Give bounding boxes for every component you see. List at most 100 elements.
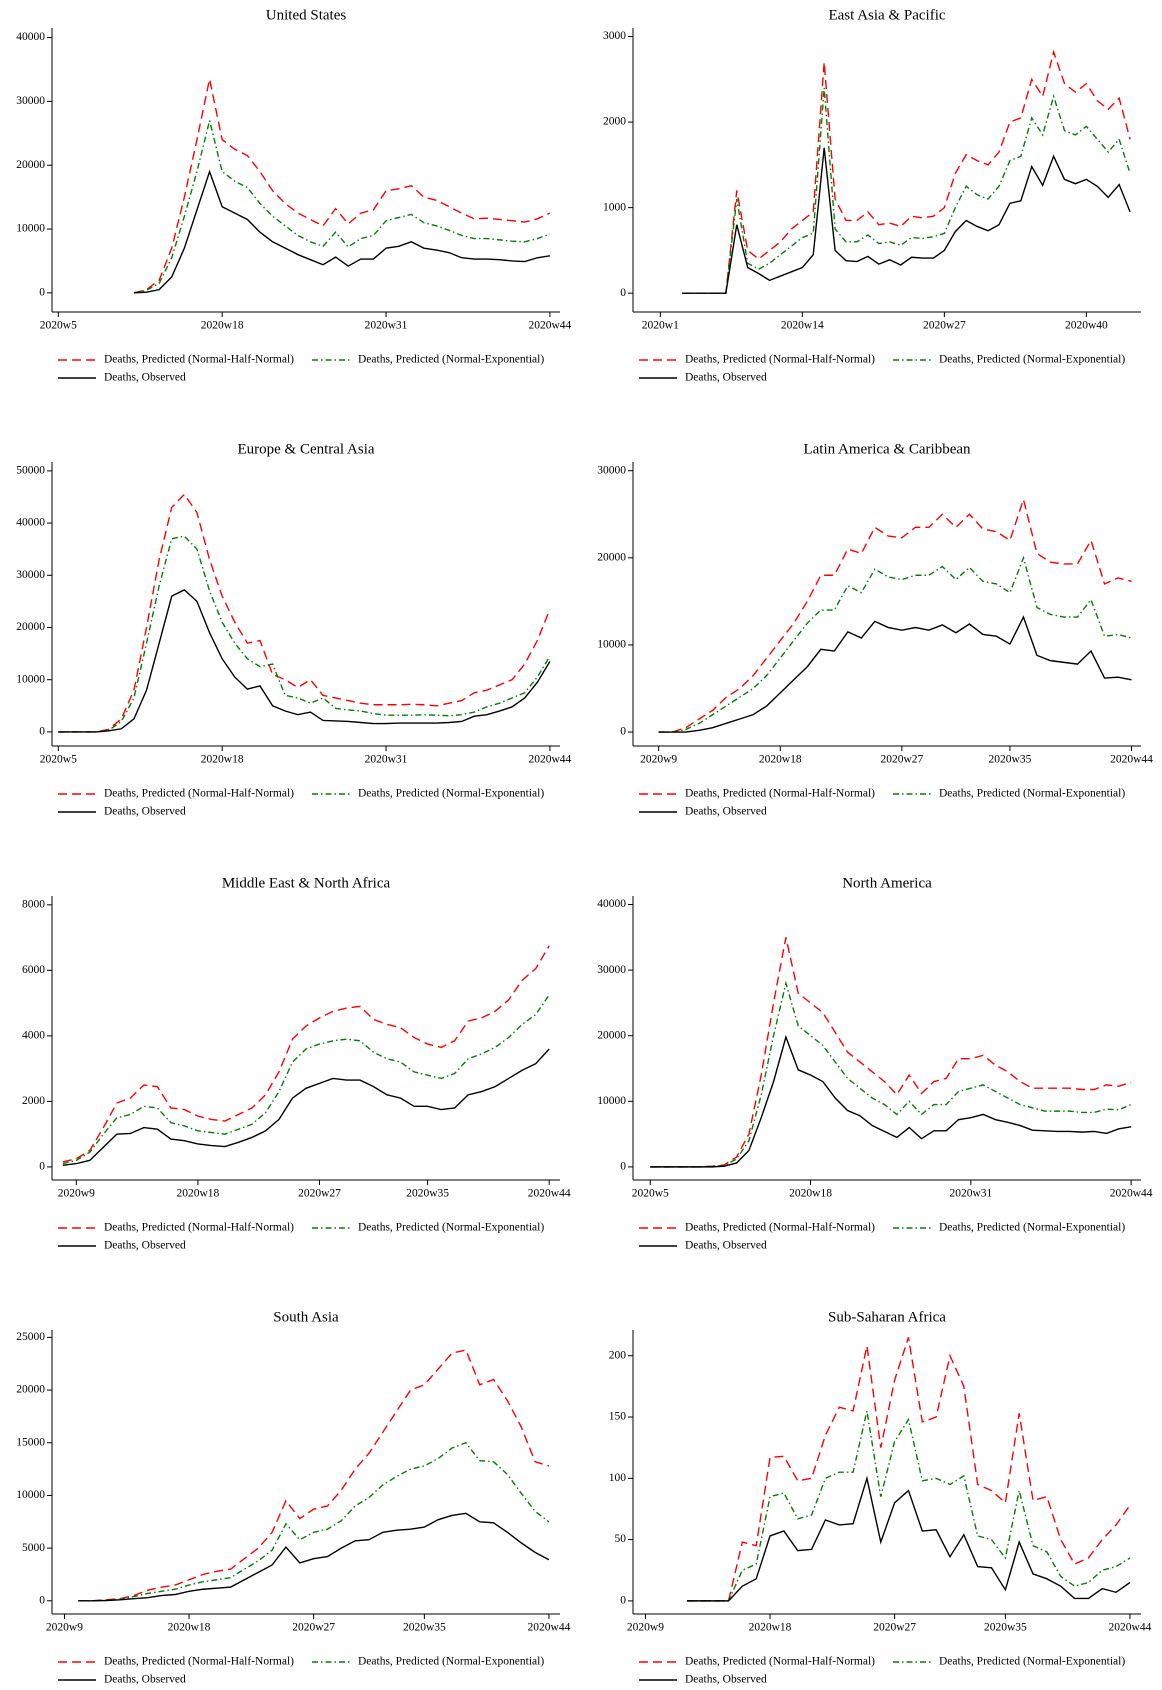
y-tick-label: 40000 — [597, 898, 626, 910]
legend-label: Deaths, Predicted (Normal-Half-Normal) — [685, 1222, 875, 1234]
y-tick-label: 0 — [620, 1595, 626, 1607]
x-tick-label: 2020w9 — [640, 754, 677, 766]
y-tick-label: 4000 — [22, 1030, 45, 1042]
x-tick-label: 2020w5 — [40, 754, 77, 766]
x-tick-label: 2020w18 — [177, 1188, 220, 1200]
x-tick-label: 2020w35 — [403, 1622, 446, 1634]
x-tick-label: 2020w35 — [984, 1622, 1027, 1634]
x-tick-label: 2020w18 — [168, 1622, 211, 1634]
legend-label: Deaths, Predicted (Normal-Exponential) — [358, 1222, 544, 1234]
legend-label: Deaths, Predicted (Normal-Half-Normal) — [685, 1656, 875, 1668]
y-tick-label: 40000 — [16, 517, 45, 529]
legend-label: Deaths, Predicted (Normal-Exponential) — [939, 1656, 1125, 1668]
series-line — [58, 535, 551, 733]
legend-label: Deaths, Observed — [685, 806, 767, 818]
y-tick-label: 3000 — [603, 30, 626, 42]
x-tick-label: 2020w44 — [529, 320, 572, 332]
x-tick-label: 2020w31 — [365, 320, 408, 332]
x-tick-label: 2020w44 — [528, 1622, 571, 1634]
x-tick-label: 2020w44 — [1110, 754, 1153, 766]
y-tick-label: 30000 — [16, 569, 45, 581]
x-tick-label: 2020w1 — [642, 320, 679, 332]
legend-label: Deaths, Observed — [104, 372, 186, 384]
legend-label: Deaths, Predicted (Normal-Half-Normal) — [104, 1222, 294, 1234]
y-tick-label: 20000 — [597, 1029, 626, 1041]
x-tick-label: 2020w18 — [201, 754, 244, 766]
y-tick-label: 6000 — [22, 964, 45, 976]
y-tick-label: 50000 — [16, 465, 45, 477]
series-line — [58, 493, 551, 733]
legend-label: Deaths, Predicted (Normal-Exponential) — [358, 1656, 544, 1668]
chart-panel: North America 0 10000 20000 30000 40000 2020w5… — [597, 875, 1153, 1251]
y-tick-label: 25000 — [16, 1331, 45, 1343]
legend-label: Deaths, Predicted (Normal-Half-Normal) — [104, 788, 294, 800]
legend-label: Deaths, Observed — [685, 1240, 767, 1252]
x-tick-label: 2020w35 — [989, 754, 1032, 766]
y-tick-label: 30000 — [16, 95, 45, 107]
series-line — [133, 120, 551, 294]
legend-label: Deaths, Predicted (Normal-Exponential) — [939, 788, 1125, 800]
legend-label: Deaths, Predicted (Normal-Half-Normal) — [104, 1656, 294, 1668]
legend-label: Deaths, Predicted (Normal-Exponential) — [358, 788, 544, 800]
x-tick-label: 2020w27 — [292, 1622, 335, 1634]
y-tick-label: 0 — [39, 726, 45, 738]
y-tick-label: 0 — [620, 726, 626, 738]
x-tick-label: 2020w18 — [759, 754, 802, 766]
y-tick-label: 100 — [609, 1472, 627, 1484]
series-line — [650, 980, 1132, 1168]
legend-label: Deaths, Observed — [104, 1240, 186, 1252]
y-tick-label: 0 — [39, 1594, 45, 1606]
x-tick-label: 2020w44 — [1110, 1188, 1153, 1200]
y-tick-label: 150 — [609, 1411, 627, 1423]
series-line — [658, 555, 1132, 733]
y-tick-label: 0 — [39, 1161, 45, 1173]
series-line — [78, 1441, 550, 1602]
y-tick-label: 20000 — [16, 159, 45, 171]
series-line — [133, 78, 551, 294]
chart-panel: Middle East & North Africa 0 2000 4000 6000 8… — [22, 875, 571, 1251]
legend-label: Deaths, Observed — [685, 1674, 767, 1686]
y-tick-label: 15000 — [16, 1436, 45, 1448]
series-line — [78, 1512, 550, 1602]
y-tick-label: 2000 — [603, 116, 626, 128]
x-tick-label: 2020w9 — [46, 1622, 83, 1634]
series-line — [62, 994, 550, 1165]
x-tick-label: 2020w9 — [58, 1188, 95, 1200]
y-tick-label: 5000 — [22, 1542, 45, 1554]
y-tick-label: 200 — [609, 1349, 627, 1361]
chart-title: East Asia & Pacific — [828, 7, 945, 23]
y-tick-label: 8000 — [22, 898, 45, 910]
y-tick-label: 40000 — [16, 31, 45, 43]
y-tick-label: 2000 — [22, 1095, 45, 1107]
y-tick-label: 10000 — [597, 1095, 626, 1107]
legend-label: Deaths, Predicted (Normal-Exponential) — [939, 1222, 1125, 1234]
chart-title: United States — [266, 7, 347, 23]
x-tick-label: 2020w27 — [923, 320, 966, 332]
series-line — [62, 945, 550, 1163]
y-tick-label: 30000 — [597, 964, 626, 976]
chart-panel: United States 0 10000 20000 30000 40000 2020w5… — [16, 7, 571, 383]
series-line — [686, 1337, 1131, 1602]
x-tick-label: 2020w27 — [880, 754, 923, 766]
x-tick-label: 2020w18 — [789, 1188, 832, 1200]
x-tick-label: 2020w9 — [627, 1622, 664, 1634]
series-line — [686, 1475, 1131, 1602]
chart-title: Europe & Central Asia — [237, 441, 374, 457]
y-tick-label: 1000 — [603, 201, 626, 213]
y-tick-label: 0 — [620, 287, 626, 299]
chart-panel: Sub-Saharan Africa 0 50 100 150 200 2020w9 2020… — [609, 1309, 1152, 1685]
legend-label: Deaths, Predicted (Normal-Exponential) — [358, 354, 544, 366]
x-tick-label: 2020w5 — [40, 320, 77, 332]
chart-panel: Europe & Central Asia 0 10000 20000 30000 400… — [16, 441, 571, 817]
y-tick-label: 20000 — [16, 621, 45, 633]
x-tick-label: 2020w31 — [949, 1188, 992, 1200]
series-line — [650, 1034, 1132, 1168]
series-line — [682, 87, 1131, 294]
legend-label: Deaths, Observed — [104, 1674, 186, 1686]
series-line — [682, 147, 1131, 294]
legend-label: Deaths, Predicted (Normal-Half-Normal) — [685, 788, 875, 800]
x-tick-label: 2020w14 — [781, 320, 824, 332]
legend-label: Deaths, Predicted (Normal-Exponential) — [939, 354, 1125, 366]
x-tick-label: 2020w27 — [873, 1622, 916, 1634]
